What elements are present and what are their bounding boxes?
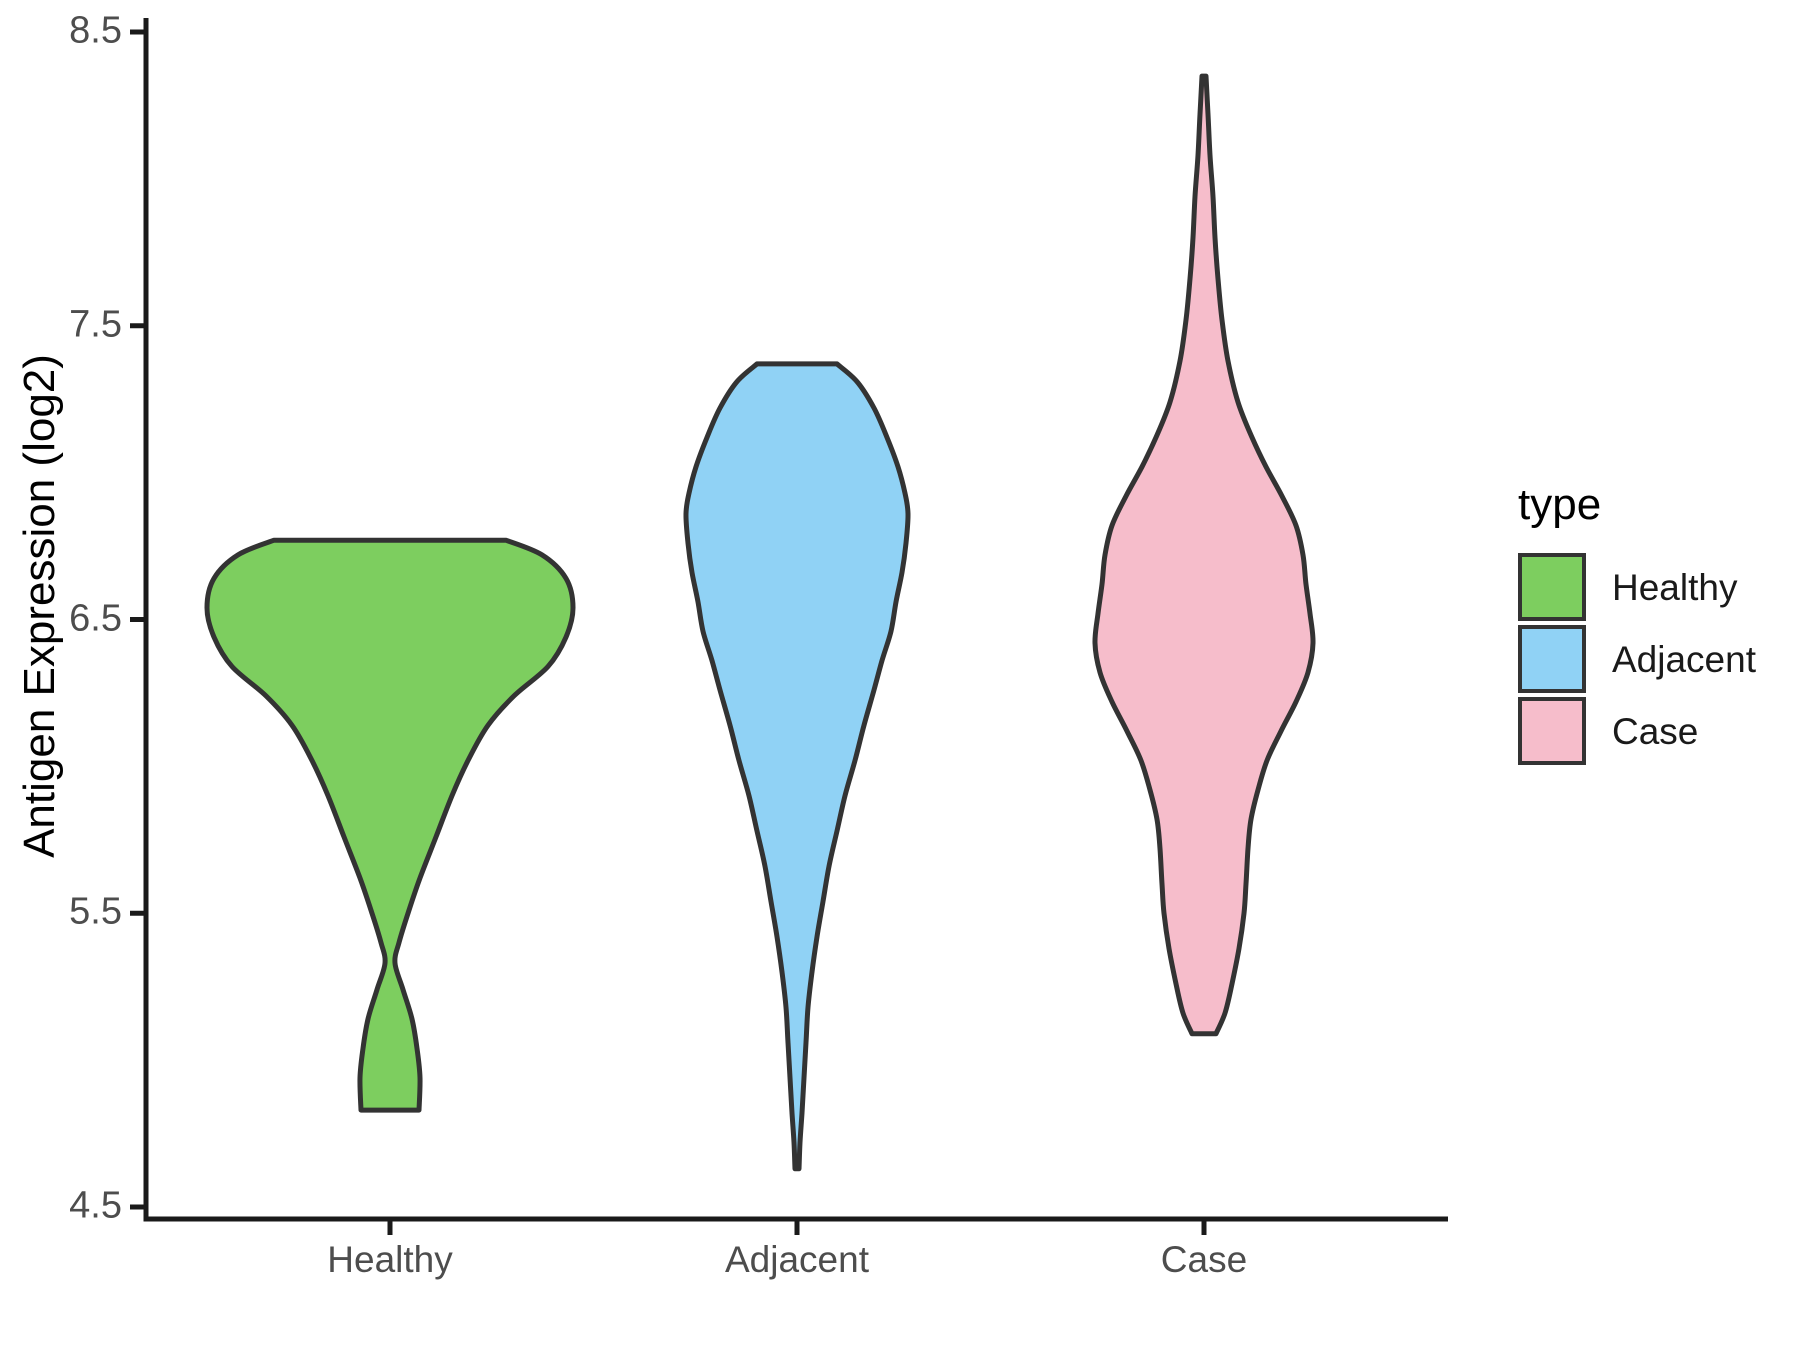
legend-swatch-adjacent [1518, 625, 1586, 693]
y-tick-label: 7.5 [69, 303, 122, 346]
x-tick-label: Healthy [327, 1239, 453, 1280]
axis-lines [143, 18, 1448, 1222]
legend-label: Case [1612, 710, 1699, 752]
x-tick-label: Case [1160, 1239, 1248, 1280]
legend-item-healthy: Healthy [1518, 553, 1800, 621]
legend-item-adjacent: Adjacent [1518, 625, 1800, 693]
y-tick-label: 4.5 [69, 1184, 122, 1227]
violin-healthy [204, 537, 576, 1113]
violins-group [204, 73, 1316, 1172]
legend-label: Adjacent [1612, 638, 1756, 680]
violin-adjacent [683, 361, 911, 1172]
legend-item-case: Case [1518, 697, 1800, 765]
x-tick-label: Adjacent [725, 1239, 869, 1280]
legend-title: type [1518, 480, 1602, 529]
violin-case [1092, 73, 1316, 1037]
legend-swatch-healthy [1518, 553, 1586, 621]
legend-label: Healthy [1612, 566, 1738, 608]
legend: type Healthy Adjacent Case [1518, 483, 1800, 769]
axes-group [130, 18, 1448, 1235]
y-tick-label: 5.5 [69, 890, 122, 933]
y-tick-label: 6.5 [69, 596, 122, 639]
y-tick-label: 8.5 [69, 9, 122, 52]
legend-swatch-case [1518, 697, 1586, 765]
